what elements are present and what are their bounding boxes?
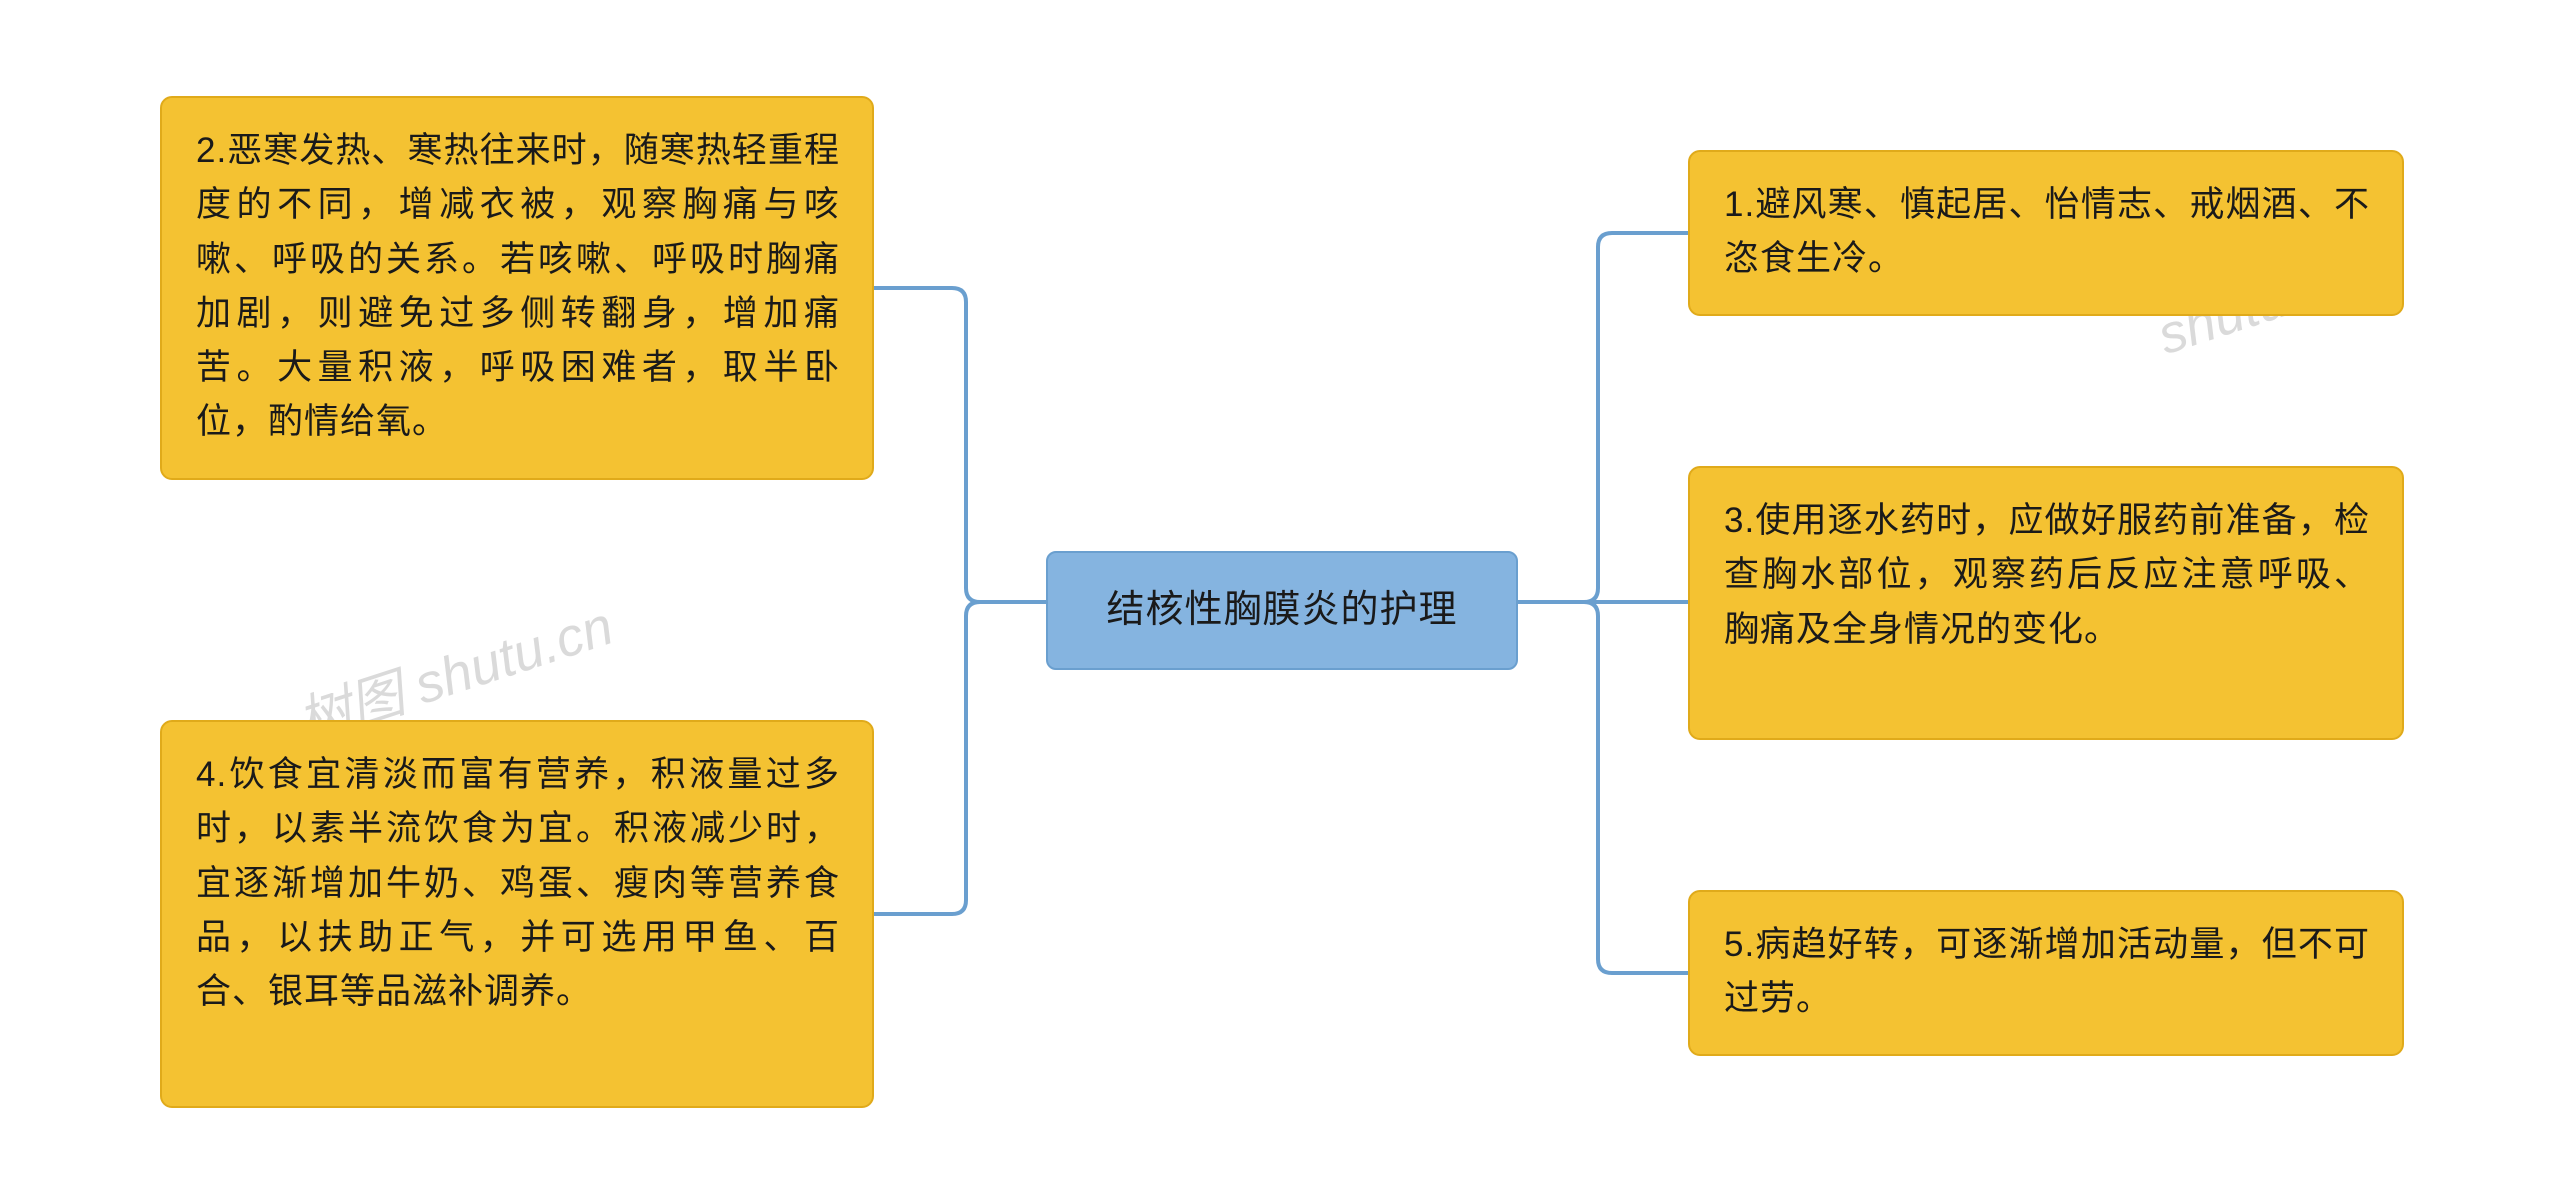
- mindmap-canvas: 树图 shutu.cn shutu.cn 树图 shutu.cn shutu.c…: [0, 0, 2560, 1204]
- child-node-2[interactable]: 2.恶寒发热、寒热往来时，随寒热轻重程度的不同，增减衣被，观察胸痛与咳嗽、呼吸的…: [160, 96, 874, 480]
- child-node-1[interactable]: 1.避风寒、慎起居、怡情志、戒烟酒、不恣食生冷。: [1688, 150, 2404, 316]
- child-node-5[interactable]: 5.病趋好转，可逐渐增加活动量，但不可过劳。: [1688, 890, 2404, 1056]
- center-node[interactable]: 结核性胸膜炎的护理: [1046, 551, 1518, 670]
- child-node-3[interactable]: 3.使用逐水药时，应做好服药前准备，检查胸水部位，观察药后反应注意呼吸、胸痛及全…: [1688, 466, 2404, 740]
- child-node-4[interactable]: 4.饮食宜清淡而富有营养，积液量过多时，以素半流饮食为宜。积液减少时，宜逐渐增加…: [160, 720, 874, 1108]
